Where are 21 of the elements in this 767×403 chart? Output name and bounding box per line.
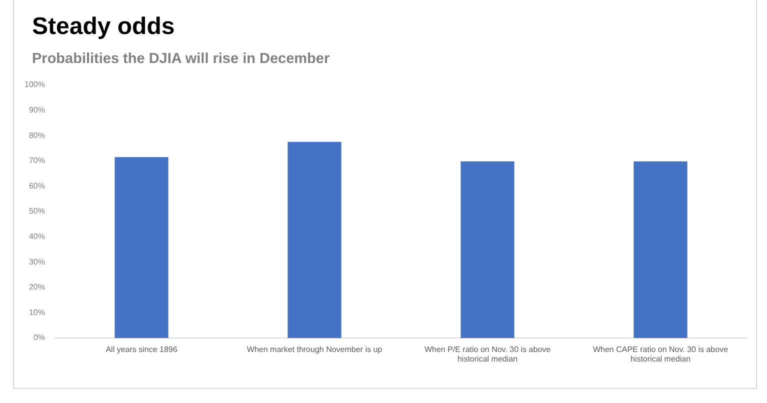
bar [460,161,514,338]
y-tick-label: 70% [28,156,45,166]
y-tick-label: 60% [28,181,45,190]
x-tick-label: When CAPE ratio on Nov. 30 is above historical median [592,345,729,364]
y-tick-label: 0% [33,333,45,342]
y-tick-label: 80% [28,130,45,140]
chart-title: Steady odds [32,13,175,40]
x-tick-label: When P/E ratio on Nov. 30 is above historical median [424,345,552,364]
y-tick-label: 90% [28,106,45,115]
y-tick-label: 100% [24,80,45,90]
y-tick-label: 30% [28,257,45,266]
y-tick-label: 20% [28,282,45,292]
x-tick-label: When market through November is up [246,345,383,354]
bar [634,161,688,338]
bar [288,142,342,338]
y-tick-label: 40% [28,232,45,242]
chart-subtitle: Probabilities the DJIA will rise in December [32,51,330,67]
bar [114,157,168,338]
y-tick-label: 50% [28,206,45,216]
x-tick-label: All years since 1896 [106,345,178,354]
y-tick-label: 10% [28,308,45,317]
